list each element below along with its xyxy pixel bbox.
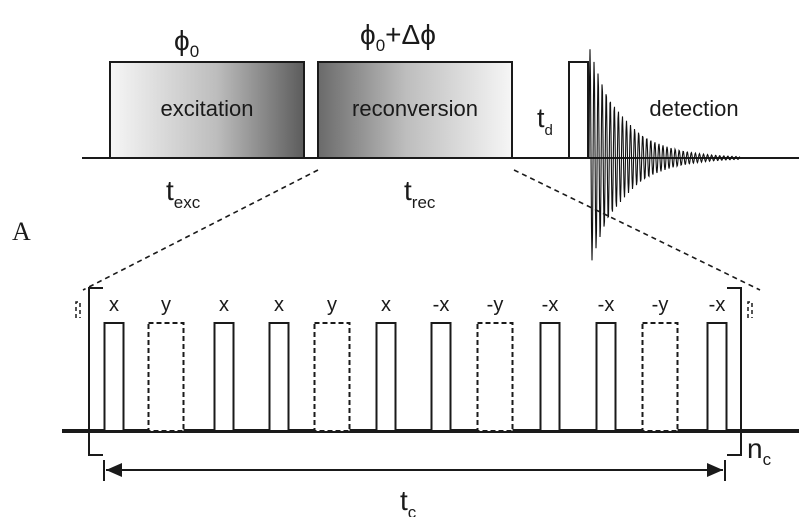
pulse-phase-label: -y: [487, 294, 504, 316]
phase-second-label: ϕ0+Δϕ: [360, 19, 436, 55]
cycle-time-symbol: t: [400, 485, 408, 516]
pulse-phase-label: -x: [433, 294, 450, 316]
pulse-phase-label: -x: [542, 294, 559, 316]
delay-symbol: t: [537, 103, 545, 133]
pulse-phase-label: -y: [652, 294, 669, 316]
pulse-x: [103, 322, 125, 432]
pulse-x: [595, 322, 617, 432]
cycle-bracket-right: [727, 287, 742, 456]
pulse-x: [213, 322, 235, 432]
pulse-phase-label: x: [274, 294, 284, 316]
phase-first-subscript: 0: [190, 42, 199, 61]
pulse-phase-label: -x: [709, 294, 726, 316]
pulse-phase-label: y: [327, 294, 337, 316]
phase-second-symbol: ϕ: [360, 19, 376, 50]
delay-subscript: d: [545, 122, 553, 139]
pulse-y: [641, 322, 679, 432]
cycle-count-subscript: c: [763, 450, 772, 469]
reconversion-block: [317, 61, 513, 159]
pulse-y: [476, 322, 514, 432]
phase-first-label: ϕ0: [174, 25, 199, 61]
pulse-train: x y x x y x -x -y -x -x -y -x nc tc: [62, 287, 799, 517]
readout-pulse: [568, 61, 589, 159]
pulse-list: [103, 322, 728, 432]
expansion-line-right: [513, 169, 761, 291]
pulse-x: [375, 322, 397, 432]
partial-pulse-right: [747, 301, 753, 318]
cycle-count-label: nc: [747, 433, 772, 469]
cycle-time-arrowhead-left: [106, 463, 122, 477]
fid-signal: [588, 49, 741, 261]
exc-time-label: texc: [166, 175, 201, 212]
rec-time-subscript: rec: [412, 193, 436, 212]
pulse-phase-label-list: x y x x y x -x -y -x -x -y -x: [109, 294, 725, 316]
rec-time-label: trec: [404, 175, 436, 212]
cycle-time-label: tc: [400, 485, 417, 517]
reconversion-label: reconversion: [352, 96, 478, 121]
delay-label: td: [537, 103, 553, 139]
cycle-count-symbol: n: [747, 433, 763, 464]
pulse-phase-label: y: [161, 294, 171, 316]
partial-pulse-left: [75, 301, 81, 318]
exc-time-subscript: exc: [174, 193, 201, 212]
pulse-phase-label: x: [109, 294, 119, 316]
cycle-bracket-left: [88, 287, 103, 456]
rec-time-symbol: t: [404, 175, 412, 206]
phase-second-increment: +Δϕ: [385, 19, 436, 50]
expansion-line-left: [82, 169, 319, 291]
pulse-phase-label: x: [219, 294, 229, 316]
phase-second-subscript: 0: [376, 36, 385, 55]
pulse-x: [430, 322, 452, 432]
pulse-x: [706, 322, 728, 432]
pulse-y: [313, 322, 351, 432]
pulse-phase-label: x: [381, 294, 391, 316]
pulse-x: [268, 322, 290, 432]
excitation-label: excitation: [161, 96, 254, 121]
exc-time-symbol: t: [166, 175, 174, 206]
excitation-block: [109, 61, 305, 159]
detection-label: detection: [649, 96, 738, 121]
phase-first-symbol: ϕ: [174, 25, 190, 56]
cycle-time-arrowhead-right: [707, 463, 723, 477]
cycle-time-subscript: c: [408, 503, 417, 517]
pulse-y: [147, 322, 185, 432]
pulse-phase-label: -x: [598, 294, 615, 316]
upper-sequence: excitation reconversion ϕ0 ϕ0+Δϕ td dete…: [82, 19, 799, 261]
pulse-x: [539, 322, 561, 432]
panel-letter: A: [12, 217, 31, 246]
